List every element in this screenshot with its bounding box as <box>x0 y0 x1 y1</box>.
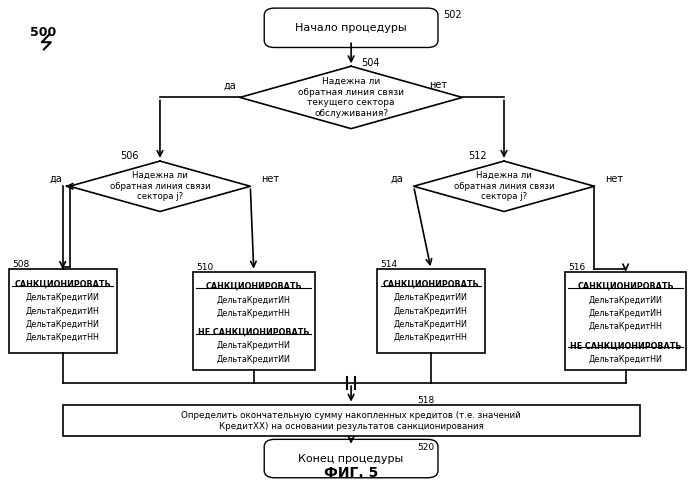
Text: 508: 508 <box>13 260 29 269</box>
Text: ДельтаКредитНИ: ДельтаКредитНИ <box>26 320 99 329</box>
Text: ФИГ. 5: ФИГ. 5 <box>324 466 378 480</box>
Text: да: да <box>391 174 403 184</box>
Text: САНКЦИОНИРОВАТЬ: САНКЦИОНИРОВАТЬ <box>383 280 480 289</box>
FancyBboxPatch shape <box>264 440 438 478</box>
Text: ДельтаКредитНИ: ДельтаКредитНИ <box>217 341 290 350</box>
Bar <box>63 405 640 436</box>
Text: нет: нет <box>605 174 623 184</box>
Text: 502: 502 <box>443 10 461 20</box>
Text: ДельтаКредитНИ: ДельтаКредитНИ <box>589 355 663 364</box>
Text: 520: 520 <box>417 443 434 452</box>
FancyBboxPatch shape <box>264 8 438 47</box>
Text: да: да <box>223 80 236 90</box>
Text: ДельтаКредитИН: ДельтаКредитИН <box>589 309 663 318</box>
Text: КредитХХ) на основании результатов санкционирования: КредитХХ) на основании результатов санкц… <box>218 422 484 431</box>
Text: ДельтаКредитНН: ДельтаКредитНН <box>394 333 468 342</box>
Text: САНКЦИОНИРОВАТЬ: САНКЦИОНИРОВАТЬ <box>15 280 111 289</box>
Text: 506: 506 <box>120 151 139 161</box>
Text: нет: нет <box>260 174 279 184</box>
Text: САНКЦИОНИРОВАТЬ: САНКЦИОНИРОВАТЬ <box>578 282 674 291</box>
Bar <box>377 269 485 353</box>
Text: Надежна ли
обратная линия связи
сектора j?: Надежна ли обратная линия связи сектора … <box>110 171 210 201</box>
Text: ДельтаКредитИН: ДельтаКредитИН <box>26 307 99 315</box>
Text: 518: 518 <box>417 396 435 405</box>
Text: ДельтаКредитИН: ДельтаКредитИН <box>217 296 290 304</box>
Text: ДельтаКредитИИ: ДельтаКредитИИ <box>394 293 468 302</box>
Text: 514: 514 <box>381 260 398 269</box>
Text: ДельтаКредитНИ: ДельтаКредитНИ <box>394 320 468 329</box>
Text: ДельтаКредитНН: ДельтаКредитНН <box>589 323 663 331</box>
Text: ДельтаКредитИИ: ДельтаКредитИИ <box>217 355 290 364</box>
Text: Конец процедуры: Конец процедуры <box>298 454 404 464</box>
Text: ДельтаКредитНН: ДельтаКредитНН <box>26 333 99 342</box>
Text: ДельтаКредитИИ: ДельтаКредитИИ <box>589 296 663 304</box>
Text: 504: 504 <box>361 57 380 68</box>
Bar <box>565 271 687 370</box>
Text: да: да <box>50 174 63 184</box>
Text: САНКЦИОНИРОВАТЬ: САНКЦИОНИРОВАТЬ <box>206 282 302 291</box>
Text: ДельтаКредитНН: ДельтаКредитНН <box>217 309 290 318</box>
Text: НЕ САНКЦИОНИРОВАТЬ: НЕ САНКЦИОНИРОВАТЬ <box>198 328 309 337</box>
Text: Определить окончательную сумму накопленных кредитов (т.е. значений: Определить окончательную сумму накопленн… <box>181 411 521 420</box>
Text: 510: 510 <box>197 263 214 271</box>
Bar <box>9 269 116 353</box>
Text: ДельтаКредитИИ: ДельтаКредитИИ <box>26 293 99 302</box>
Text: ДельтаКредитИН: ДельтаКредитИН <box>394 307 468 315</box>
Text: Начало процедуры: Начало процедуры <box>295 23 407 33</box>
Text: нет: нет <box>429 80 447 90</box>
Text: 512: 512 <box>468 151 486 161</box>
Text: 500: 500 <box>30 26 56 39</box>
Text: 516: 516 <box>568 263 585 271</box>
Text: Надежна ли
обратная линия связи
сектора j?: Надежна ли обратная линия связи сектора … <box>454 171 554 201</box>
Text: Надежна ли
обратная линия связи
текущего сектора
обслуживания?: Надежна ли обратная линия связи текущего… <box>298 77 404 117</box>
Text: НЕ САНКЦИОНИРОВАТЬ: НЕ САНКЦИОНИРОВАТЬ <box>570 341 681 350</box>
Bar <box>193 271 314 370</box>
